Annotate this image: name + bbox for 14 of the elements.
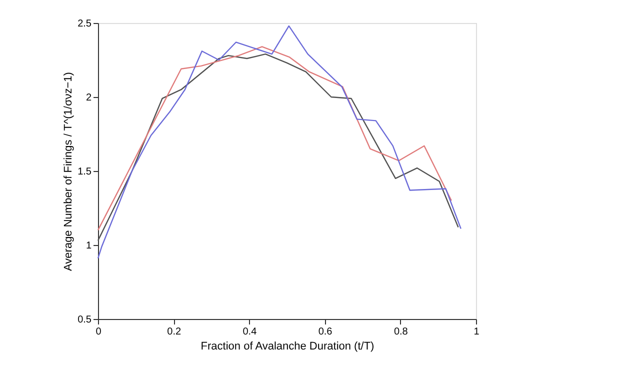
x-tick-label: 0.8 bbox=[394, 326, 408, 338]
x-tick-label: 0.4 bbox=[242, 326, 258, 338]
y-tick-label: 0.5 bbox=[78, 314, 92, 326]
y-tick-label: 2 bbox=[86, 92, 92, 104]
x-tick-label: 0.6 bbox=[318, 326, 333, 338]
y-axis-title: Average Number of Firings / T^(1/σνz−1) bbox=[62, 72, 75, 271]
x-tick-label: 0.2 bbox=[167, 326, 182, 338]
x-tick-label: 0 bbox=[96, 326, 102, 338]
y-tick-label: 1 bbox=[86, 240, 92, 252]
y-tick-label: 2.5 bbox=[78, 18, 92, 30]
line-series bbox=[97, 25, 462, 259]
x-tick-label: 1 bbox=[474, 326, 480, 338]
x-axis-title: Fraction of Avalanche Duration (t/T) bbox=[200, 340, 374, 352]
y-tick-label: 1.5 bbox=[78, 166, 92, 178]
